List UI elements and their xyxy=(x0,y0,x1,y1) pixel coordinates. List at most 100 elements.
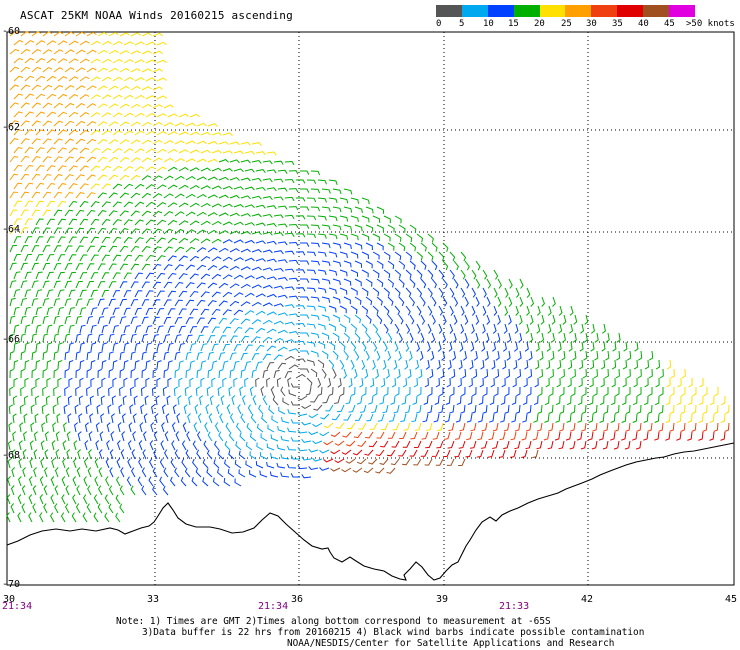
wind-barb xyxy=(312,440,323,445)
wind-barb xyxy=(453,314,458,325)
wind-barb xyxy=(328,323,336,332)
wind-barb xyxy=(112,254,121,262)
wind-barb xyxy=(409,449,418,457)
wind-barb xyxy=(240,177,251,182)
wind-barb xyxy=(266,205,277,210)
wind-barb xyxy=(141,50,152,55)
wind-barb xyxy=(255,327,266,334)
wind-barb xyxy=(339,197,349,204)
wind-barb xyxy=(616,350,621,361)
scale-tick-label: 20 xyxy=(534,19,545,29)
wind-barb xyxy=(28,494,33,505)
wind-barb xyxy=(515,287,520,298)
wind-barb xyxy=(31,209,40,217)
wind-barb xyxy=(379,395,385,405)
wind-barb xyxy=(57,236,66,244)
wind-barb xyxy=(73,458,77,469)
note-line-3: NOAA/NESDIS/Center for Satellite Applica… xyxy=(287,638,615,649)
wind-barb xyxy=(174,264,184,271)
wind-barb xyxy=(189,360,195,370)
wind-barb xyxy=(145,130,156,136)
wind-barb xyxy=(156,202,167,208)
wind-barb xyxy=(244,327,254,334)
wind-barb xyxy=(119,32,130,37)
wind-barb xyxy=(369,422,378,430)
wind-barb xyxy=(394,251,402,261)
wind-barb xyxy=(142,449,147,460)
wind-barb xyxy=(372,359,376,370)
wind-barb xyxy=(632,413,638,423)
wind-barb xyxy=(222,309,232,316)
wind-barb xyxy=(643,413,649,423)
wind-barb xyxy=(444,413,451,423)
wind-barb xyxy=(527,386,532,397)
wind-barb xyxy=(386,467,396,474)
wind-barb xyxy=(582,368,587,379)
wind-barb xyxy=(101,165,112,172)
wind-barb xyxy=(557,359,562,370)
wind-barb xyxy=(200,203,211,208)
wind-barb xyxy=(427,269,434,280)
wind-barb xyxy=(57,218,66,226)
wind-barb xyxy=(288,206,299,211)
wind-barb xyxy=(626,387,631,397)
wind-barb xyxy=(687,431,693,441)
wind-barb xyxy=(583,350,588,361)
wind-barb xyxy=(182,422,187,433)
wind-barb xyxy=(376,242,384,251)
wind-barb xyxy=(35,75,46,82)
wind-barb xyxy=(167,255,177,262)
wind-barb xyxy=(244,239,255,244)
wind-barb xyxy=(300,350,310,355)
wind-barb xyxy=(86,227,96,235)
wind-barb xyxy=(13,111,23,118)
wind-barb xyxy=(262,369,269,379)
wind-barb xyxy=(123,290,132,298)
wind-barb xyxy=(130,333,137,343)
wind-barb xyxy=(306,197,317,203)
wind-barb xyxy=(449,404,455,414)
pass-time-label: 21:33 xyxy=(499,601,530,612)
wind-barb xyxy=(108,245,118,253)
wind-barb xyxy=(108,49,119,55)
wind-barb xyxy=(64,298,72,307)
wind-barb xyxy=(35,111,45,118)
wind-barb xyxy=(64,227,73,235)
wind-barb xyxy=(266,443,275,451)
wind-barb xyxy=(246,423,253,433)
wind-barb xyxy=(361,323,368,333)
wind-barb xyxy=(454,449,462,458)
wind-barb xyxy=(13,39,24,46)
wind-barb xyxy=(647,404,653,415)
wind-barb xyxy=(108,333,115,343)
lat-label: -68 xyxy=(2,450,21,461)
wind-barb xyxy=(476,449,484,458)
wind-barb xyxy=(75,31,86,37)
wind-barb xyxy=(497,278,502,289)
wind-barb xyxy=(155,395,160,406)
wind-barb xyxy=(63,422,68,433)
wind-barb xyxy=(524,341,529,352)
wind-barb xyxy=(412,395,418,405)
wind-barb xyxy=(90,377,95,388)
wind-barb xyxy=(427,341,431,352)
wind-barb xyxy=(64,102,75,109)
wind-barb xyxy=(240,283,251,289)
wind-barb xyxy=(341,449,352,455)
wind-barb xyxy=(497,296,502,307)
lon-label: 30 xyxy=(3,594,16,605)
wind-barb xyxy=(145,325,153,334)
wind-barb xyxy=(75,280,83,289)
wind-barb xyxy=(133,395,138,406)
wind-barb xyxy=(493,305,498,316)
wind-barb xyxy=(156,130,167,136)
wind-barb xyxy=(438,269,445,280)
wind-barb xyxy=(350,287,358,296)
wind-barb xyxy=(273,337,284,343)
wind-barb xyxy=(420,332,425,343)
wind-barb xyxy=(9,333,15,343)
wind-barb xyxy=(141,281,150,289)
wind-barb xyxy=(255,310,266,316)
wind-barb xyxy=(510,449,517,458)
wind-barb xyxy=(506,350,511,361)
